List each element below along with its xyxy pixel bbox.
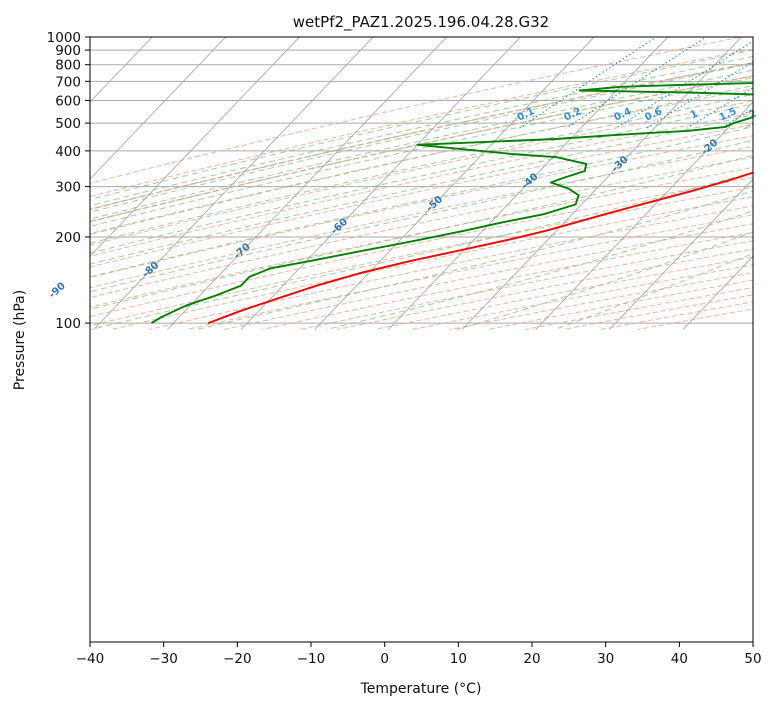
- dry-adiabat-line: [90, 156, 753, 299]
- dry-adiabat-line: [90, 100, 753, 246]
- dry-adiabat-line: [412, 264, 753, 330]
- mixing-ratio-line: [686, 86, 753, 129]
- y-tick-label: 900: [55, 43, 81, 59]
- dry-adiabat-line: [90, 166, 753, 308]
- moist-adiabat-line: [90, 126, 753, 278]
- mixing-ratio-line: [565, 37, 708, 129]
- dry-adiabat-line: [90, 135, 753, 278]
- x-tick-label: 40: [671, 651, 688, 667]
- isotherm-line: [240, 37, 522, 330]
- y-tick-label: 100: [55, 316, 81, 332]
- isobar-grid: [90, 37, 753, 324]
- profile-series: [150, 82, 753, 324]
- dry-adiabat-line: [374, 256, 753, 330]
- dry-adiabat-line: [90, 48, 753, 198]
- isotherm-line: [0, 30, 12, 330]
- dry-adiabats: [90, 37, 753, 330]
- isotherm-line: [314, 37, 595, 330]
- isotherm-line: [757, 30, 775, 330]
- x-tick-label: −40: [76, 651, 105, 667]
- y-axis-label: Pressure (hPa): [12, 290, 28, 390]
- dry-adiabat-line: [90, 88, 753, 235]
- moist-adiabat-line: [90, 93, 753, 244]
- dry-adiabat-line: [90, 37, 745, 184]
- y-tick-label: 600: [55, 93, 81, 109]
- x-tick-label: 30: [597, 651, 614, 667]
- plot-frame: [89, 36, 754, 643]
- reference-adiabat-line: [90, 75, 753, 223]
- moist-adiabat-line: [90, 49, 753, 201]
- moist-adiabat-line: [90, 77, 753, 227]
- isotherm-line: [388, 37, 669, 330]
- dry-adiabat-line: [90, 62, 753, 210]
- isotherm-line: [93, 37, 374, 330]
- chart-title: wetPf2_PAZ1.2025.196.04.28.G32: [293, 13, 549, 32]
- moist-adiabat-line: [90, 139, 753, 293]
- isotherm-grid: [0, 30, 775, 330]
- moist-adiabat-line: [90, 171, 753, 330]
- x-tick-label: 50: [744, 651, 761, 667]
- isotherm-line: [461, 37, 743, 330]
- dewpoint-profile-line: [150, 82, 753, 324]
- dry-adiabat-label: -90: [47, 281, 68, 301]
- moist-adiabat-line: [90, 103, 753, 254]
- moist-adiabat-line: [90, 62, 753, 213]
- y-tick-label: 300: [55, 180, 81, 196]
- dry-adiabat-line: [111, 196, 753, 330]
- isotherm-line: [682, 255, 753, 330]
- x-tick-label: −30: [149, 651, 178, 667]
- dry-adiabat-line: [90, 186, 753, 327]
- moist-adiabat-line: [90, 114, 753, 265]
- y-tick-label: 200: [55, 230, 81, 246]
- y-tick-label: 1000: [47, 30, 81, 46]
- moist-adiabat-line: [90, 154, 753, 310]
- y-tick-label: 400: [55, 144, 81, 160]
- dry-adiabat-line: [525, 287, 753, 330]
- x-tick-label: −20: [223, 651, 252, 667]
- mixing-ratio-label: 1: [689, 108, 700, 121]
- moist-adiabat-line: [90, 69, 753, 220]
- y-tick-label: 700: [55, 74, 81, 90]
- y-tick-label: 500: [55, 116, 81, 132]
- dry-adiabat-line: [261, 231, 753, 330]
- isotherm-line: [90, 37, 227, 180]
- dry-adiabat-line: [90, 124, 753, 268]
- y-tick-label: 800: [55, 58, 81, 74]
- mixing-ratio-label: 0.1: [516, 106, 537, 123]
- dry-adiabat-line: [90, 176, 753, 318]
- mixing-ratio-label: 0.2: [562, 106, 583, 123]
- x-tick-label: −10: [297, 651, 326, 667]
- x-tick-label: 10: [450, 651, 467, 667]
- x-tick-label: 20: [523, 651, 540, 667]
- x-axis-ticks: −40 −30 −20 −10 0 10 20 30 40 50: [76, 642, 762, 667]
- mixing-ratio-line: [519, 37, 658, 129]
- temperature-profile-line: [207, 171, 753, 324]
- moist-adiabat-line: [90, 55, 753, 207]
- dry-adiabat-line: [90, 146, 753, 289]
- isotherm-line: [535, 101, 753, 330]
- isotherm-line: [90, 37, 153, 103]
- mixing-ratio-lines: [519, 37, 753, 129]
- isotherm-line: [90, 37, 301, 257]
- x-tick-label: 0: [380, 651, 389, 667]
- isotherm-line: [167, 37, 448, 330]
- moist-adiabats: [90, 49, 753, 330]
- x-axis-label: Temperature (°C): [360, 681, 482, 697]
- dry-adiabat-line: [600, 301, 753, 330]
